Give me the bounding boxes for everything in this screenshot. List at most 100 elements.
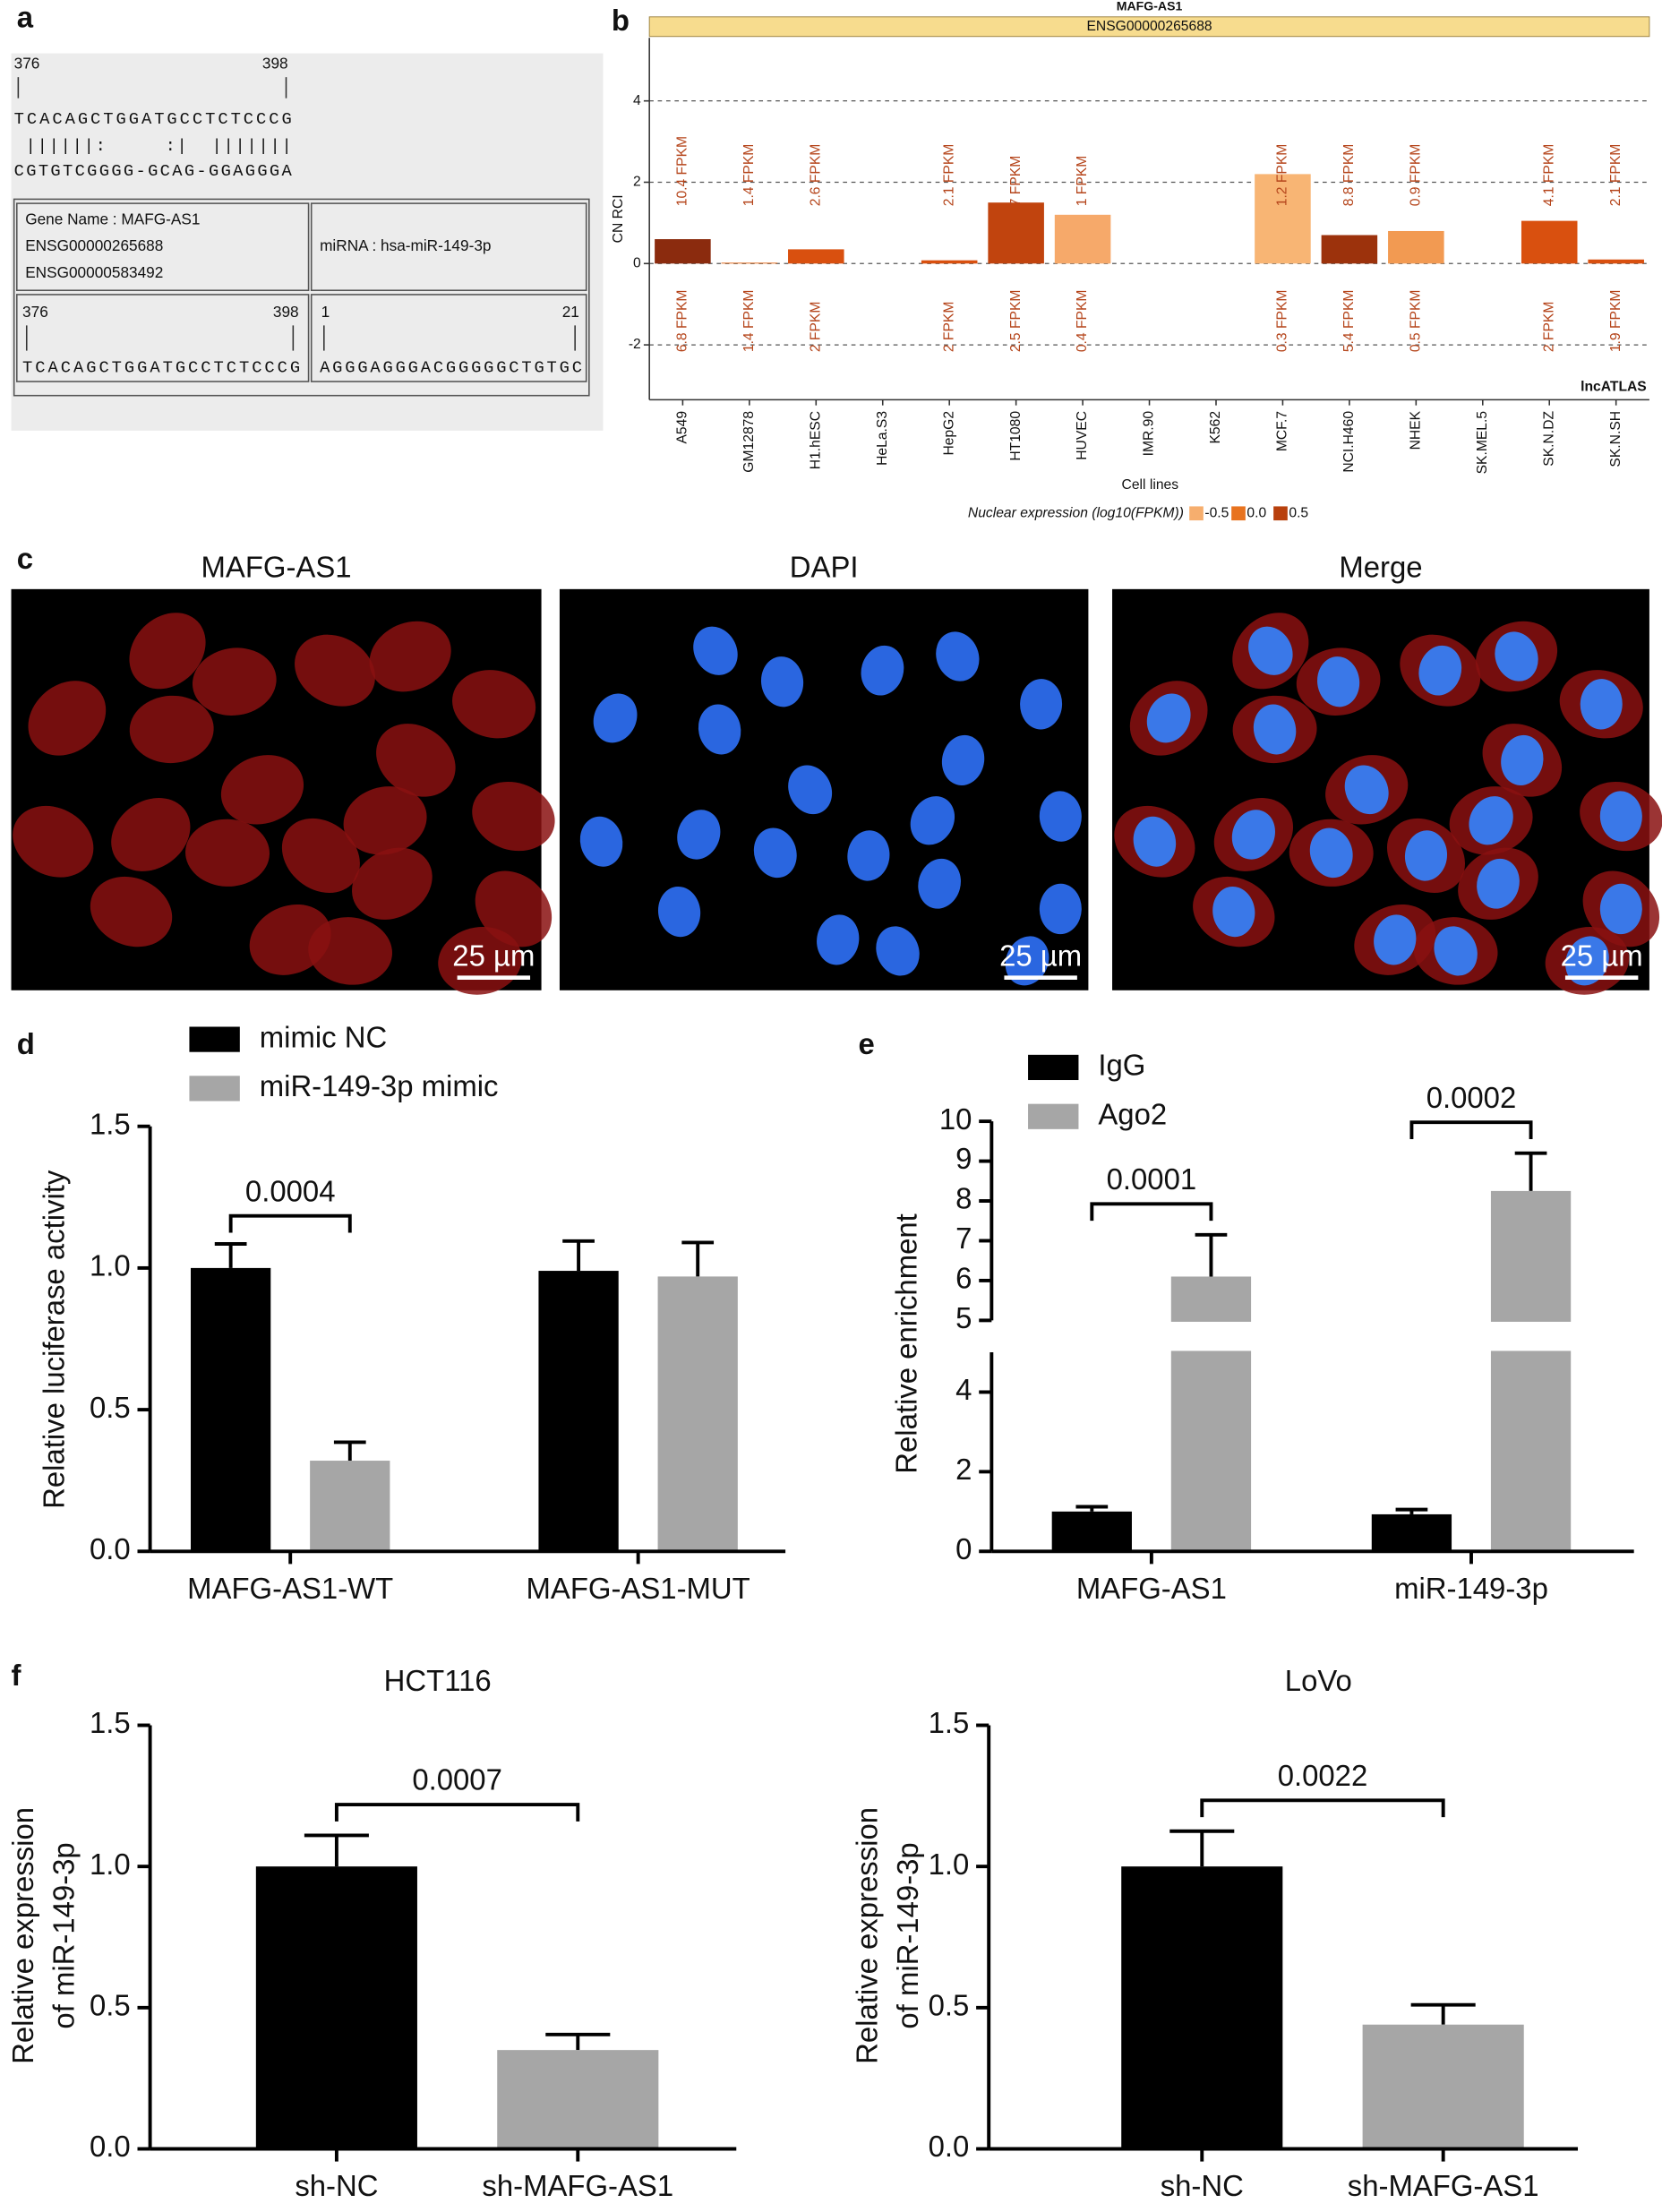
- significance-bracket: [1090, 1202, 1213, 1222]
- y-axis-label: Relative expression: [851, 1807, 884, 2064]
- y-tick-label: 4: [633, 93, 641, 108]
- y-tick-label: 0.5: [90, 1391, 131, 1424]
- bar: [497, 2050, 659, 2149]
- top-label: 0.9 FPKM: [1408, 144, 1423, 207]
- y-tick-label: 9: [955, 1142, 972, 1175]
- y-tick-label: 6: [955, 1262, 972, 1295]
- bar: [1362, 2024, 1524, 2149]
- top-label: 2.1 FPKM: [1608, 144, 1623, 207]
- y-tick-label: 4: [955, 1373, 972, 1406]
- significance-bracket: [1200, 1798, 1445, 1818]
- nucleus: [1434, 926, 1478, 976]
- bar: [657, 1276, 738, 1552]
- p-value: 0.0007: [412, 1763, 502, 1796]
- nucleus: [1005, 936, 1049, 986]
- nucleus: [861, 645, 904, 696]
- nucleus: [1477, 858, 1520, 909]
- top-label: 4.1 FPKM: [1541, 144, 1556, 207]
- x-tick-label: HepG2: [941, 411, 956, 456]
- y-tick-label: 0.0: [929, 2130, 970, 2163]
- nucleus: [1599, 791, 1642, 842]
- cell: [90, 876, 173, 947]
- nucleus: [593, 693, 638, 743]
- gene-id: ENSG00000265688: [25, 236, 163, 254]
- nucleus: [876, 926, 920, 976]
- top-label: 8.8 FPKM: [1341, 144, 1357, 207]
- match-line: ||||||: :| |||||||: [14, 136, 292, 156]
- bottom-label: 2 FPKM: [941, 302, 956, 353]
- y-axis-label: Relative luciferase activity: [37, 1170, 70, 1509]
- nucleus: [1212, 886, 1255, 938]
- significance-bracket: [228, 1213, 352, 1233]
- bar: [655, 239, 711, 264]
- y-axis-label: of miR-149-3p: [47, 1842, 80, 2028]
- cell: [295, 634, 375, 707]
- legend-swatch: [189, 1026, 240, 1052]
- bar: [988, 202, 1044, 264]
- bar: [1051, 1511, 1132, 1552]
- info-cell: [310, 202, 587, 292]
- image-title: DAPI: [790, 551, 859, 584]
- nucleus: [1039, 883, 1082, 935]
- y-tick-label: 1.0: [90, 1249, 131, 1282]
- y-axis-label: Relative enrichment: [890, 1213, 923, 1474]
- legend-label: 0.0: [1246, 505, 1266, 520]
- top-label: 1 FPKM: [1075, 156, 1090, 207]
- y-tick-label: 0: [633, 255, 641, 270]
- bottom-label: 6.8 FPKM: [675, 290, 690, 353]
- x-tick-label: SK.N.DZ: [1541, 410, 1556, 466]
- cell: [220, 755, 304, 825]
- info-cell: [310, 294, 587, 382]
- legend-label: 0.5: [1289, 505, 1308, 520]
- annotation: lncATLAS: [1581, 379, 1647, 394]
- scale-bar-label: 25 µm: [452, 939, 535, 972]
- mirna-seq: CGTGTCGGGG-GCAG-GGAGGGA: [14, 161, 293, 181]
- y-tick-label: 0.0: [90, 1532, 131, 1565]
- x-tick-label: MAFG-AS1: [1076, 1572, 1227, 1605]
- x-tick-label: HUVEC: [1075, 411, 1090, 460]
- nucleus: [1501, 734, 1544, 785]
- y-tick-label: 5: [955, 1301, 972, 1334]
- legend-label: -0.5: [1204, 505, 1229, 520]
- nucleus: [657, 886, 701, 938]
- y-tick-label: 1.5: [929, 1706, 970, 1739]
- bottom-label: 0.4 FPKM: [1075, 290, 1090, 353]
- cell: [129, 695, 214, 764]
- bar: [1121, 1866, 1283, 2149]
- bar: [255, 1866, 417, 2149]
- bottom-label: 0.5 FPKM: [1408, 290, 1423, 353]
- cell: [475, 870, 553, 947]
- x-tick-label: NHEK: [1408, 410, 1423, 450]
- x-tick-label: H1.hESC: [808, 411, 823, 469]
- p-value: 0.0002: [1426, 1081, 1517, 1114]
- x-tick-label: sh-MAFG-AS1: [482, 2169, 673, 2202]
- bottom-label: 2 FPKM: [808, 302, 823, 353]
- nucleus: [693, 626, 738, 675]
- bar: [191, 1267, 271, 1552]
- cell: [452, 670, 536, 739]
- x-tick-label: SK.N.SH: [1608, 411, 1623, 467]
- legend-title: Nuclear expression (log10(FPKM)): [968, 505, 1184, 520]
- legend-swatch: [1273, 506, 1288, 521]
- cell: [129, 613, 206, 690]
- header-bar: [648, 16, 1650, 38]
- top-label: 1.4 FPKM: [741, 144, 757, 207]
- alignment-box: [11, 53, 604, 431]
- top-label: 2.1 FPKM: [941, 144, 956, 207]
- bar: [1255, 174, 1311, 264]
- bottom-label: 0.3 FPKM: [1275, 290, 1290, 353]
- x-tick-label: HT1080: [1008, 411, 1024, 461]
- p-value: 0.0022: [1278, 1759, 1368, 1792]
- y-tick-label: 1.0: [90, 1848, 131, 1881]
- x-tick-label: K562: [1208, 411, 1223, 444]
- cell: [281, 818, 360, 893]
- top-label: 10.4 FPKM: [675, 136, 690, 206]
- nucleus: [677, 810, 721, 860]
- x-tick-label: miR-149-3p: [1394, 1572, 1548, 1605]
- site-end: 398: [273, 303, 299, 321]
- chart-subtitle: ENSG00000265688: [1086, 19, 1212, 34]
- nucleus: [1469, 796, 1513, 845]
- mirna-end: 21: [562, 303, 579, 321]
- bottom-label: 1.4 FPKM: [741, 290, 757, 353]
- nucleus: [1404, 830, 1448, 881]
